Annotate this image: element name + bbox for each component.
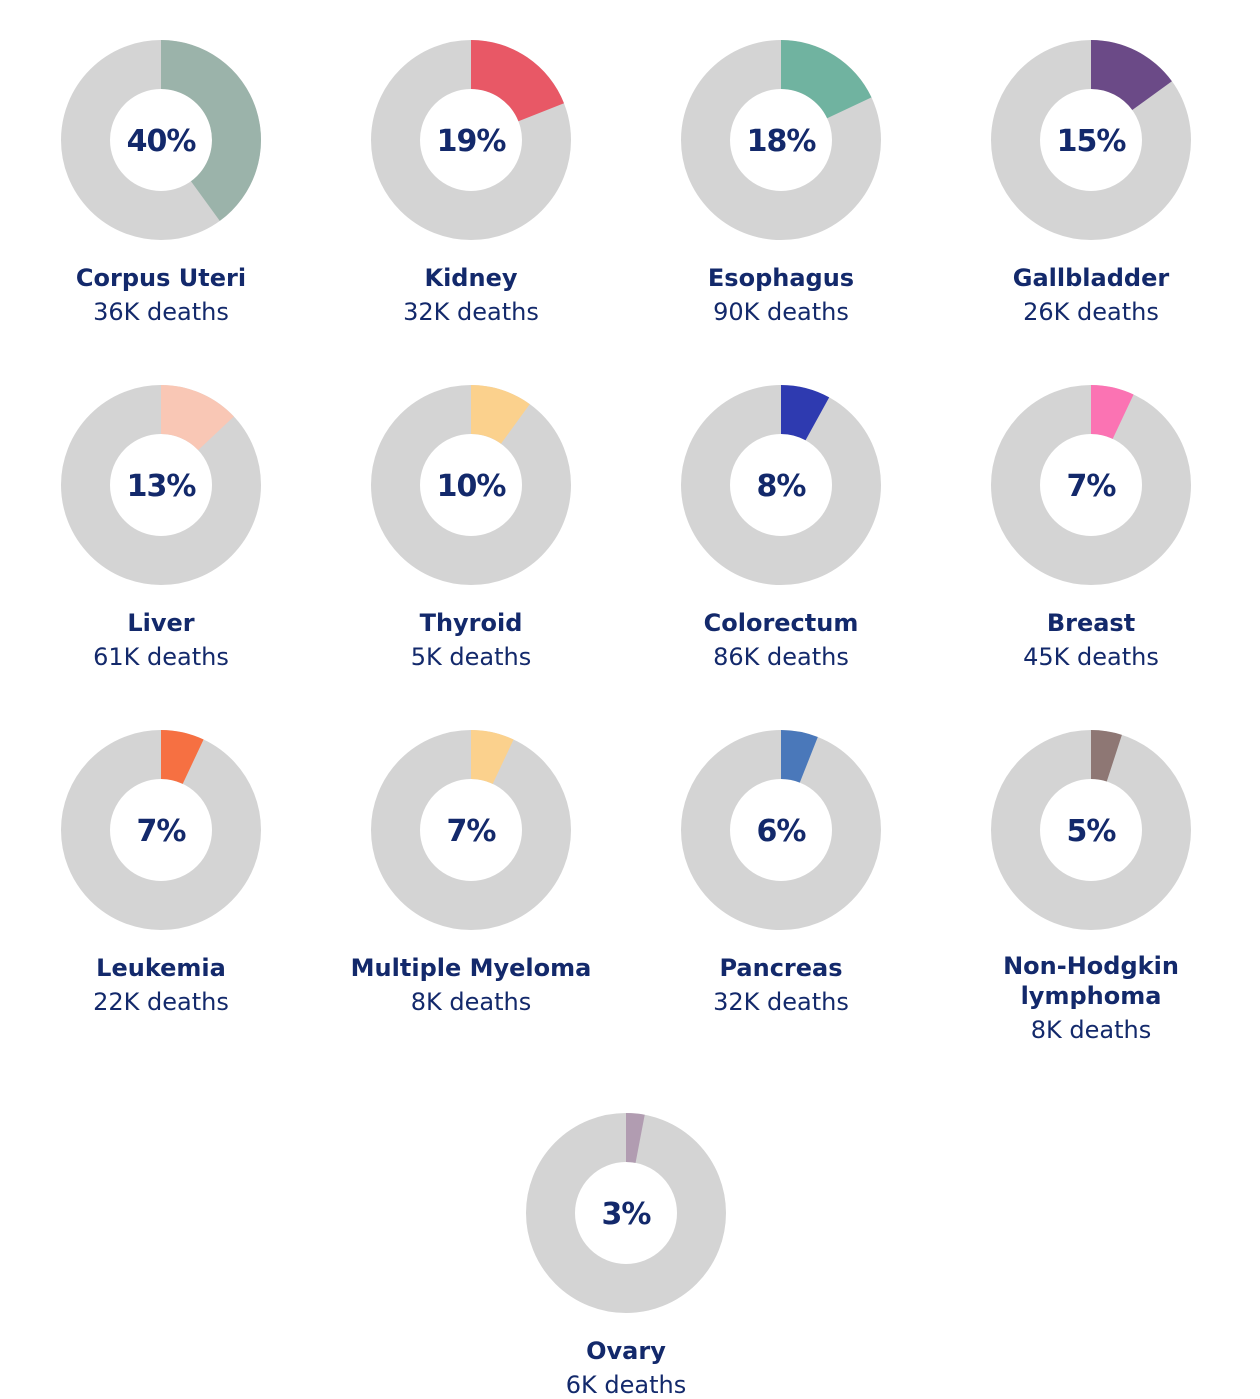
donut-thyroid: 10% Thyroid 5K deaths — [321, 380, 621, 672]
category-name: Breast — [1046, 609, 1136, 637]
donut-ovary: 3% Ovary 6K deaths — [476, 1108, 776, 1399]
category-name: Ovary — [586, 1337, 666, 1365]
donut-slice-corpus-uteri — [161, 40, 261, 221]
category-name: Leukemia — [96, 954, 226, 982]
donut-slice-esophagus — [781, 40, 872, 119]
deaths-count: 26K deaths — [1023, 298, 1159, 326]
donut-slice-multiple-myeloma — [471, 730, 514, 784]
donut-breast: 7% Breast 45K deaths — [941, 380, 1241, 672]
donut-kidney: 19% Kidney 32K deaths — [321, 35, 621, 327]
donut-svg-non-hodgkin-lymphoma: 5% — [991, 730, 1191, 930]
donut-non-hodgkin-lymphoma: 5% Non-Hodgkin lymphoma 8K deaths — [941, 725, 1241, 1045]
deaths-count: 22K deaths — [93, 988, 229, 1016]
donut-slice-colorectum — [781, 385, 830, 441]
deaths-count: 5K deaths — [410, 643, 532, 671]
percent-label: 7% — [447, 814, 497, 849]
percent-label: 3% — [602, 1197, 652, 1232]
category-name: Multiple Myeloma — [350, 954, 592, 982]
deaths-count: 32K deaths — [713, 988, 849, 1016]
category-name: Corpus Uteri — [75, 264, 247, 292]
donut-slice-thyroid — [471, 385, 530, 444]
donut-svg-leukemia: 7% — [61, 730, 261, 930]
donut-slice-liver — [161, 385, 234, 451]
donut-multiple-myeloma: 7% Multiple Myeloma 8K deaths — [321, 725, 621, 1017]
donut-svg-colorectum: 8% — [681, 385, 881, 585]
donut-pancreas: 6% Pancreas 32K deaths — [631, 725, 931, 1017]
deaths-count: 8K deaths — [410, 988, 532, 1016]
donut-slice-breast — [1091, 385, 1134, 439]
category-name: Non-Hodgkin lymphoma — [1003, 952, 1179, 1010]
donut-svg-thyroid: 10% — [371, 385, 571, 585]
donut-svg-multiple-myeloma: 7% — [371, 730, 571, 930]
percent-label: 7% — [137, 814, 187, 849]
donut-svg-ovary: 3% — [526, 1113, 726, 1313]
donut-corpus-uteri: 40% Corpus Uteri 36K deaths — [11, 35, 311, 327]
donut-esophagus: 18% Esophagus 90K deaths — [631, 35, 931, 327]
donut-svg-breast: 7% — [991, 385, 1191, 585]
deaths-count: 8K deaths — [1030, 1016, 1152, 1044]
percent-label: 7% — [1067, 469, 1117, 504]
donut-liver: 13% Liver 61K deaths — [11, 380, 311, 672]
category-name: Pancreas — [719, 954, 843, 982]
donut-slice-ovary — [626, 1113, 645, 1163]
percent-label: 5% — [1067, 814, 1117, 849]
percent-label: 8% — [757, 469, 807, 504]
donut-svg-corpus-uteri: 40% — [61, 40, 261, 240]
donut-colorectum: 8% Colorectum 86K deaths — [631, 380, 931, 672]
deaths-count: 45K deaths — [1023, 643, 1159, 671]
donut-slice-leukemia — [161, 730, 204, 784]
donut-svg-liver: 13% — [61, 385, 261, 585]
percent-label: 13% — [127, 469, 197, 504]
deaths-count: 61K deaths — [93, 643, 229, 671]
deaths-count: 86K deaths — [713, 643, 849, 671]
deaths-count: 6K deaths — [565, 1371, 687, 1399]
category-name: Esophagus — [707, 264, 855, 292]
deaths-count: 90K deaths — [713, 298, 849, 326]
donut-slice-kidney — [471, 40, 564, 122]
category-name: Gallbladder — [1012, 264, 1170, 292]
donut-slice-gallbladder — [1091, 40, 1172, 111]
donut-svg-gallbladder: 15% — [991, 40, 1191, 240]
percent-label: 6% — [757, 814, 807, 849]
donut-slice-non-hodgkin-lymphoma — [1091, 730, 1122, 782]
donut-svg-esophagus: 18% — [681, 40, 881, 240]
donut-svg-kidney: 19% — [371, 40, 571, 240]
donut-slice-pancreas — [781, 730, 818, 783]
deaths-count: 32K deaths — [403, 298, 539, 326]
category-name: Liver — [127, 609, 195, 637]
donut-gallbladder: 15% Gallbladder 26K deaths — [941, 35, 1241, 327]
deaths-count: 36K deaths — [93, 298, 229, 326]
percent-label: 40% — [127, 124, 197, 159]
percent-label: 15% — [1057, 124, 1127, 159]
percent-label: 19% — [437, 124, 507, 159]
percent-label: 10% — [437, 469, 507, 504]
percent-label: 18% — [747, 124, 817, 159]
category-name: Thyroid — [419, 609, 523, 637]
category-name: Colorectum — [703, 609, 859, 637]
donut-leukemia: 7% Leukemia 22K deaths — [11, 725, 311, 1017]
category-name: Kidney — [424, 264, 518, 292]
donut-svg-pancreas: 6% — [681, 730, 881, 930]
